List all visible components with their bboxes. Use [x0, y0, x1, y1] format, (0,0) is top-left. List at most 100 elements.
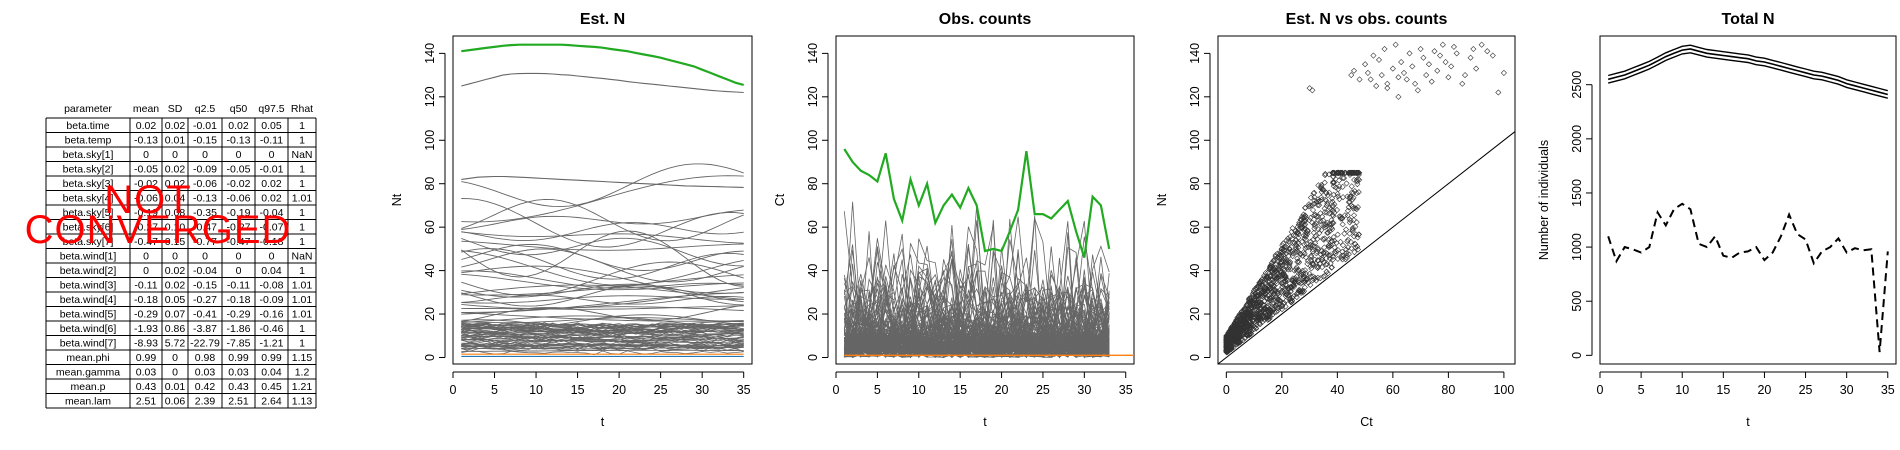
- table-cell: 0.02: [261, 192, 282, 204]
- scatter-point: [1373, 82, 1380, 89]
- scatter-point: [1334, 231, 1341, 238]
- scatter-point: [1354, 181, 1361, 188]
- scatter-point: [1320, 249, 1327, 256]
- scatter-point: [1329, 195, 1336, 202]
- series-line-2: [461, 175, 744, 188]
- scatter-point: [1406, 50, 1413, 57]
- count-line: [844, 330, 1110, 359]
- scatter-point: [1326, 255, 1333, 262]
- scatter-point: [1331, 209, 1338, 216]
- scatter-point: [1294, 258, 1301, 265]
- scatter-point: [1253, 285, 1260, 292]
- scatter-point: [1287, 288, 1294, 295]
- scatter-point: [1448, 63, 1455, 70]
- scatter-point: [1275, 262, 1282, 269]
- table-cell: -0.19: [134, 207, 158, 219]
- scatter-point: [1301, 241, 1308, 248]
- scatter-point: [1311, 212, 1318, 219]
- x-tick-label: 40: [1330, 383, 1344, 397]
- table-cell: 0: [172, 250, 178, 262]
- scatter-point: [1263, 307, 1270, 314]
- table-cell: 0: [143, 149, 149, 161]
- table-cell: -0.77: [193, 236, 217, 248]
- scatter-point: [1319, 235, 1327, 243]
- scatter-point: [1279, 302, 1286, 309]
- scatter-point: [1302, 212, 1309, 219]
- table-cell: -0.09: [260, 294, 284, 306]
- x-tick-label: 60: [1386, 383, 1400, 397]
- y-axis-label: Nt: [390, 193, 404, 206]
- table-cell: beta.sky[3]: [63, 178, 114, 190]
- table-cell: beta.wind[2]: [60, 265, 117, 277]
- table-cell: 0.43: [228, 381, 249, 393]
- scatter-point: [1322, 196, 1329, 203]
- y-tick-label: 100: [806, 130, 820, 151]
- table-cell: -1.86: [227, 323, 251, 335]
- table-cell: -0.04: [193, 265, 217, 277]
- scatter-point: [1240, 306, 1247, 313]
- watermark-converged: CONVERGED: [25, 208, 292, 252]
- scatter-point: [1289, 239, 1296, 246]
- x-tick-label: 20: [1757, 383, 1771, 397]
- scatter-point: [1276, 254, 1284, 261]
- scatter-point: [1322, 170, 1329, 177]
- scatter-point: [1311, 221, 1318, 228]
- scatter-point: [1285, 235, 1292, 242]
- scatter-point: [1275, 265, 1282, 272]
- series-line-0: [461, 43, 744, 86]
- scatter-point: [1229, 326, 1236, 333]
- y-tick-label: 80: [806, 177, 820, 191]
- scatter-point: [1289, 275, 1296, 282]
- scatter-point: [1258, 315, 1265, 322]
- scatter-point: [1282, 259, 1289, 266]
- scatter-point: [1266, 266, 1273, 273]
- table-cell: 1: [299, 120, 305, 132]
- y-axis-label: Nt: [1155, 193, 1169, 206]
- scatter-point: [1317, 185, 1324, 192]
- scatter-point: [1340, 194, 1347, 201]
- trajectory-line: [461, 209, 744, 230]
- scatter-point: [1292, 245, 1300, 252]
- scatter-point: [1351, 249, 1358, 256]
- scatter-point: [1293, 294, 1300, 301]
- scatter-point: [1286, 246, 1293, 253]
- table-cell: -0.05: [227, 163, 251, 175]
- table-cell: NaN: [291, 250, 312, 262]
- table-cell: -0.01: [260, 163, 284, 175]
- scatter-point: [1334, 255, 1341, 262]
- scatter-point: [1313, 213, 1320, 220]
- scatter-point: [1500, 69, 1507, 76]
- series-line-green: [843, 148, 1111, 258]
- scatter-point: [1239, 336, 1247, 344]
- scatter-point: [1352, 169, 1359, 176]
- table-cell: 0.02: [136, 120, 157, 132]
- scatter-point: [1280, 240, 1287, 247]
- scatter-point: [1351, 212, 1358, 219]
- table-cell: -0.18: [134, 294, 158, 306]
- scatter-point: [1400, 69, 1407, 76]
- scatter-point: [1425, 61, 1432, 68]
- table-cell: -0.35: [193, 207, 217, 219]
- scatter-point: [1236, 324, 1243, 331]
- table-cell: beta.sky[1]: [63, 149, 114, 161]
- scatter-point: [1439, 41, 1446, 48]
- scatter-point: [1300, 214, 1307, 221]
- scatter-point: [1224, 347, 1231, 354]
- scatter-point: [1264, 302, 1271, 309]
- scatter-point: [1292, 281, 1299, 288]
- scatter-point: [1304, 230, 1311, 237]
- table-cell: -0.29: [227, 308, 251, 320]
- scatter-point: [1307, 241, 1314, 248]
- scatter-point: [1331, 249, 1338, 256]
- scatter-point: [1349, 225, 1356, 232]
- scatter-point: [1327, 252, 1334, 259]
- plot-frame: [1217, 35, 1516, 365]
- y-tick-label: 2500: [1570, 71, 1584, 99]
- table-cell: 1: [299, 134, 305, 146]
- y-tick-label: 100: [423, 130, 437, 151]
- scatter-point: [1303, 229, 1310, 236]
- x-tick-label: 30: [1840, 383, 1854, 397]
- x-tick-label: 20: [612, 383, 626, 397]
- y-tick-label: 40: [806, 264, 820, 278]
- scatter-point: [1237, 339, 1244, 346]
